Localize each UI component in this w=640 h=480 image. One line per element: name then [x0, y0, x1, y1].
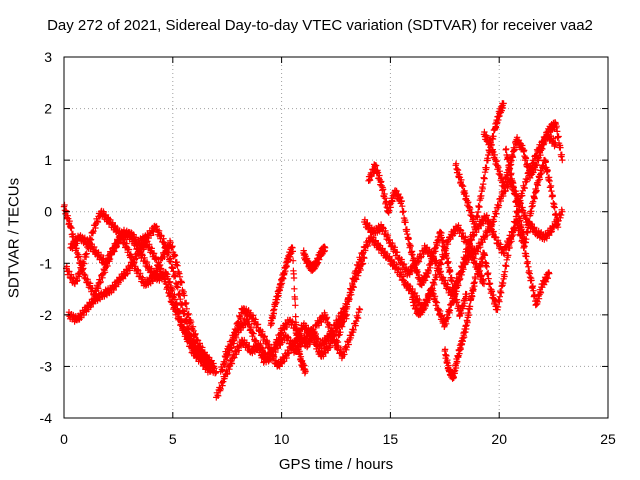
series-track-r — [502, 145, 562, 246]
series-track-h — [267, 244, 309, 377]
series-track-j — [332, 176, 566, 349]
x-tick-label: 20 — [491, 431, 507, 447]
y-tick-label: 1 — [44, 152, 52, 168]
data-points — [60, 100, 566, 401]
x-tick-label: 25 — [600, 431, 616, 447]
x-tick-label: 0 — [60, 431, 68, 447]
x-tick-label: 5 — [169, 431, 177, 447]
series-marks — [441, 273, 479, 382]
series-marks — [409, 248, 488, 330]
y-tick-label: -1 — [40, 255, 53, 271]
series-track-g — [221, 305, 351, 370]
y-tick-label: -4 — [40, 410, 53, 426]
series-marks — [502, 145, 562, 246]
series-track-m — [409, 248, 488, 330]
series-marks — [365, 161, 470, 320]
series-marks — [300, 243, 329, 274]
x-tick-label: 15 — [383, 431, 399, 447]
y-tick-label: -3 — [40, 358, 53, 374]
x-tick-label: 10 — [274, 431, 290, 447]
plot-frame — [63, 56, 609, 419]
series-marks — [267, 244, 309, 377]
series-track-d — [67, 226, 213, 376]
series-track-n — [441, 273, 479, 382]
series-marks — [67, 226, 213, 376]
y-axis-ticks: -4 -3 -2 -1 0 1 2 3 — [40, 49, 608, 426]
series-track-l — [365, 161, 470, 320]
y-tick-label: 3 — [44, 49, 52, 65]
series-marks — [221, 305, 351, 370]
x-axis-ticks: 0 5 10 15 20 25 — [60, 57, 616, 447]
chart-title: Day 272 of 2021, Sidereal Day-to-day VTE… — [47, 17, 593, 34]
series-marks — [332, 176, 566, 349]
y-tick-label: 2 — [44, 101, 52, 117]
y-tick-label: 0 — [44, 204, 52, 220]
series-track-i — [300, 243, 329, 274]
x-axis-label: GPS time / hours — [278, 456, 394, 473]
y-tick-label: -2 — [40, 307, 53, 323]
